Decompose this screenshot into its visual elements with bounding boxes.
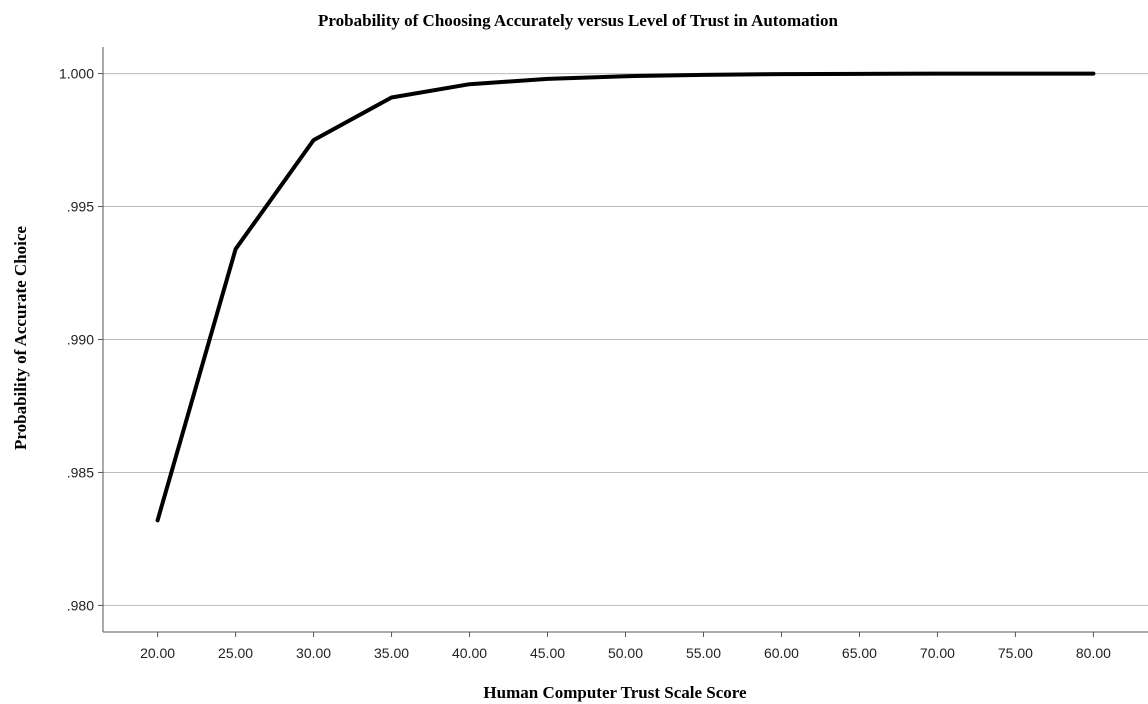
x-tick-label: 20.00 [140,645,175,661]
x-tick-label: 65.00 [842,645,877,661]
x-tick-label: 30.00 [296,645,331,661]
y-tick-label: .980 [67,597,94,613]
x-axis-ticks: 20.00 25.00 30.00 35.00 40.00 45.00 50.00 55.00… [140,632,1111,661]
y-tick-label: .990 [67,332,94,348]
x-tick-label: 60.00 [764,645,799,661]
y-tick-label: .995 [67,199,94,215]
series-line [155,71,1096,523]
x-tick-label: 80.00 [1076,645,1111,661]
series-layer [155,71,1096,523]
x-tick-label: 70.00 [920,645,955,661]
x-tick-label: 25.00 [218,645,253,661]
y-tick-label: 1.000 [59,66,94,82]
chart-title: Probability of Choosing Accurately versu… [318,11,838,30]
x-tick-label: 75.00 [998,645,1033,661]
gridlines [103,73,1148,606]
y-tick-label: .985 [67,464,94,480]
x-tick-label: 35.00 [374,645,409,661]
y-axis-title: Probability of Accurate Choice [11,226,30,450]
y-axis-ticks: .980 .985 .990 .995 1.000 [59,66,103,613]
x-tick-label: 55.00 [686,645,721,661]
x-tick-label: 50.00 [608,645,643,661]
x-tick-label: 40.00 [452,645,487,661]
x-tick-label: 45.00 [530,645,565,661]
x-axis-title: Human Computer Trust Scale Score [483,683,747,702]
